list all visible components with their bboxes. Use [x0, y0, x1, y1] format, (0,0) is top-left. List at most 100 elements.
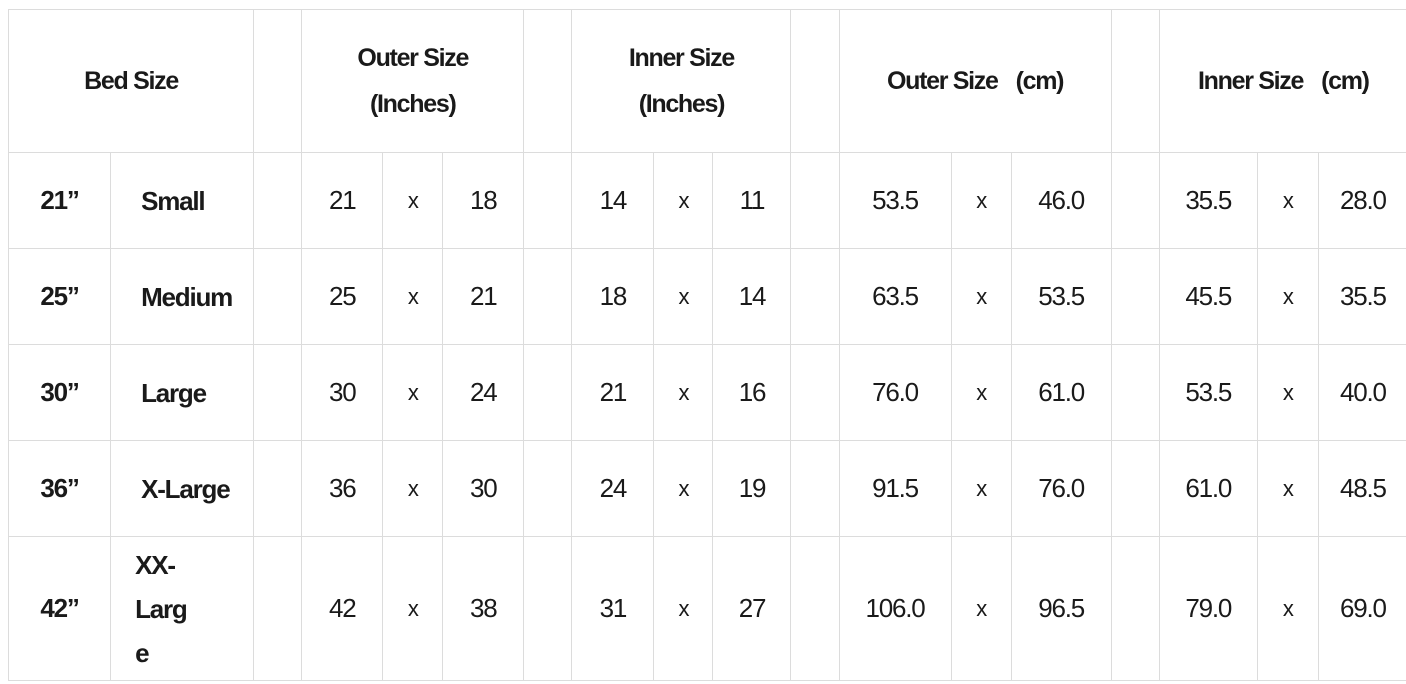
- inner-in-depth: 19: [712, 440, 792, 537]
- table-row: 42” XX- Large 42 x 38 31 x 27 106.0 x 96.5 79.0 x 69.0: [7, 536, 1406, 681]
- spacer-cell: [523, 152, 573, 249]
- inner-in-depth: 27: [712, 536, 792, 681]
- header-inner-inches: Inner Size (Inches): [571, 9, 792, 153]
- header-outer-cm: Outer Size (cm): [838, 9, 1112, 153]
- bed-size-name-text: XX- Large: [135, 549, 188, 668]
- bed-inch-size: 36”: [7, 440, 112, 537]
- dimension-separator: x: [1256, 440, 1319, 537]
- spacer-cell: [253, 440, 303, 537]
- inner-cm-depth: 28.0: [1317, 152, 1406, 249]
- table-row: 25” Medium 25 x 21 18 x 14 63.5 x 53.5 45.5 x 35.5: [7, 248, 1406, 345]
- spacer-cell: [1110, 344, 1160, 441]
- inner-cm-width: 45.5: [1158, 248, 1258, 345]
- outer-in-width: 30: [301, 344, 384, 441]
- outer-cm-width: 106.0: [838, 536, 952, 681]
- dimension-separator: x: [950, 440, 1012, 537]
- bed-size-name: Small: [110, 152, 255, 249]
- bed-inch-size: 21”: [7, 152, 112, 249]
- inner-in-width: 18: [571, 248, 655, 345]
- spacer-cell: [253, 344, 303, 441]
- bed-inch-size: 30”: [7, 344, 112, 441]
- inner-in-width: 24: [571, 440, 655, 537]
- inner-cm-depth: 40.0: [1317, 344, 1406, 441]
- outer-in-depth: 24: [442, 344, 525, 441]
- header-outer-cm-label: Outer Size: [886, 67, 999, 95]
- spacer-cell: [253, 248, 303, 345]
- inner-cm-depth: 69.0: [1317, 536, 1406, 681]
- inner-in-width: 14: [571, 152, 655, 249]
- spacer-cell: [523, 344, 573, 441]
- header-inner-cm: Inner Size (cm): [1158, 9, 1406, 153]
- spacer-cell: [253, 9, 303, 153]
- outer-in-width: 25: [301, 248, 384, 345]
- dimension-separator: x: [950, 152, 1012, 249]
- spacer-cell: [1110, 536, 1160, 681]
- outer-cm-depth: 96.5: [1010, 536, 1112, 681]
- inner-cm-width: 79.0: [1158, 536, 1258, 681]
- dimension-separator: x: [382, 152, 444, 249]
- dimension-separator: x: [382, 248, 444, 345]
- bed-size-name: Large: [110, 344, 255, 441]
- spacer-cell: [790, 248, 840, 345]
- inner-cm-width: 61.0: [1158, 440, 1258, 537]
- header-bed-size-label: Bed Size: [84, 67, 179, 95]
- outer-in-depth: 21: [442, 248, 525, 345]
- dimension-separator: x: [382, 344, 444, 441]
- dimension-separator: x: [653, 536, 714, 681]
- outer-cm-depth: 76.0: [1010, 440, 1112, 537]
- inner-in-width: 21: [571, 344, 655, 441]
- inner-in-depth: 11: [712, 152, 792, 249]
- inner-cm-width: 53.5: [1158, 344, 1258, 441]
- inner-in-depth: 14: [712, 248, 792, 345]
- inner-cm-depth: 35.5: [1317, 248, 1406, 345]
- spacer-cell: [253, 152, 303, 249]
- spacer-cell: [1110, 440, 1160, 537]
- header-inner-cm-label: Inner Size: [1198, 67, 1304, 95]
- spacer-cell: [790, 344, 840, 441]
- outer-in-width: 36: [301, 440, 384, 537]
- outer-in-width: 21: [301, 152, 384, 249]
- header-outer-cm-unit: (cm): [1015, 67, 1065, 95]
- bed-inch-size: 25”: [7, 248, 112, 345]
- dimension-separator: x: [382, 440, 444, 537]
- bed-size-name: X-Large: [110, 440, 255, 537]
- spacer-cell: [523, 440, 573, 537]
- dimension-separator: x: [950, 344, 1012, 441]
- dimension-separator: x: [1256, 344, 1319, 441]
- outer-in-depth: 30: [442, 440, 525, 537]
- dimension-separator: x: [950, 248, 1012, 345]
- outer-in-depth: 38: [442, 536, 525, 681]
- table-row: 36” X-Large 36 x 30 24 x 19 91.5 x 76.0 61.0 x 48.5: [7, 440, 1406, 537]
- inner-cm-width: 35.5: [1158, 152, 1258, 249]
- dimension-separator: x: [653, 440, 714, 537]
- header-inner-inches-unit: (Inches): [638, 90, 726, 118]
- outer-cm-depth: 61.0: [1010, 344, 1112, 441]
- dimension-separator: x: [1256, 536, 1319, 681]
- spacer-cell: [523, 536, 573, 681]
- spacer-cell: [790, 9, 840, 153]
- table-row: 30” Large 30 x 24 21 x 16 76.0 x 61.0 53.5 x 40.0: [7, 344, 1406, 441]
- bed-size-name: XX- Large: [110, 536, 255, 681]
- outer-cm-width: 63.5: [838, 248, 952, 345]
- outer-cm-width: 53.5: [838, 152, 952, 249]
- header-inner-inches-label: Inner Size: [628, 44, 735, 72]
- spacer-cell: [790, 440, 840, 537]
- header-row: Bed Size Outer Size (Inches) Inner Size (I…: [7, 9, 1406, 153]
- dimension-separator: x: [1256, 248, 1319, 345]
- inner-in-depth: 16: [712, 344, 792, 441]
- spacer-cell: [1110, 152, 1160, 249]
- inner-in-width: 31: [571, 536, 655, 681]
- spacer-cell: [790, 536, 840, 681]
- spacer-cell: [790, 152, 840, 249]
- spacer-cell: [523, 248, 573, 345]
- bed-size-name: Medium: [110, 248, 255, 345]
- dimension-separator: x: [653, 152, 714, 249]
- outer-in-depth: 18: [442, 152, 525, 249]
- header-inner-cm-unit: (cm): [1321, 67, 1370, 95]
- spacer-cell: [1110, 9, 1160, 153]
- dimension-separator: x: [382, 536, 444, 681]
- outer-cm-depth: 53.5: [1010, 248, 1112, 345]
- outer-cm-depth: 46.0: [1010, 152, 1112, 249]
- outer-cm-width: 76.0: [838, 344, 952, 441]
- dimension-separator: x: [653, 248, 714, 345]
